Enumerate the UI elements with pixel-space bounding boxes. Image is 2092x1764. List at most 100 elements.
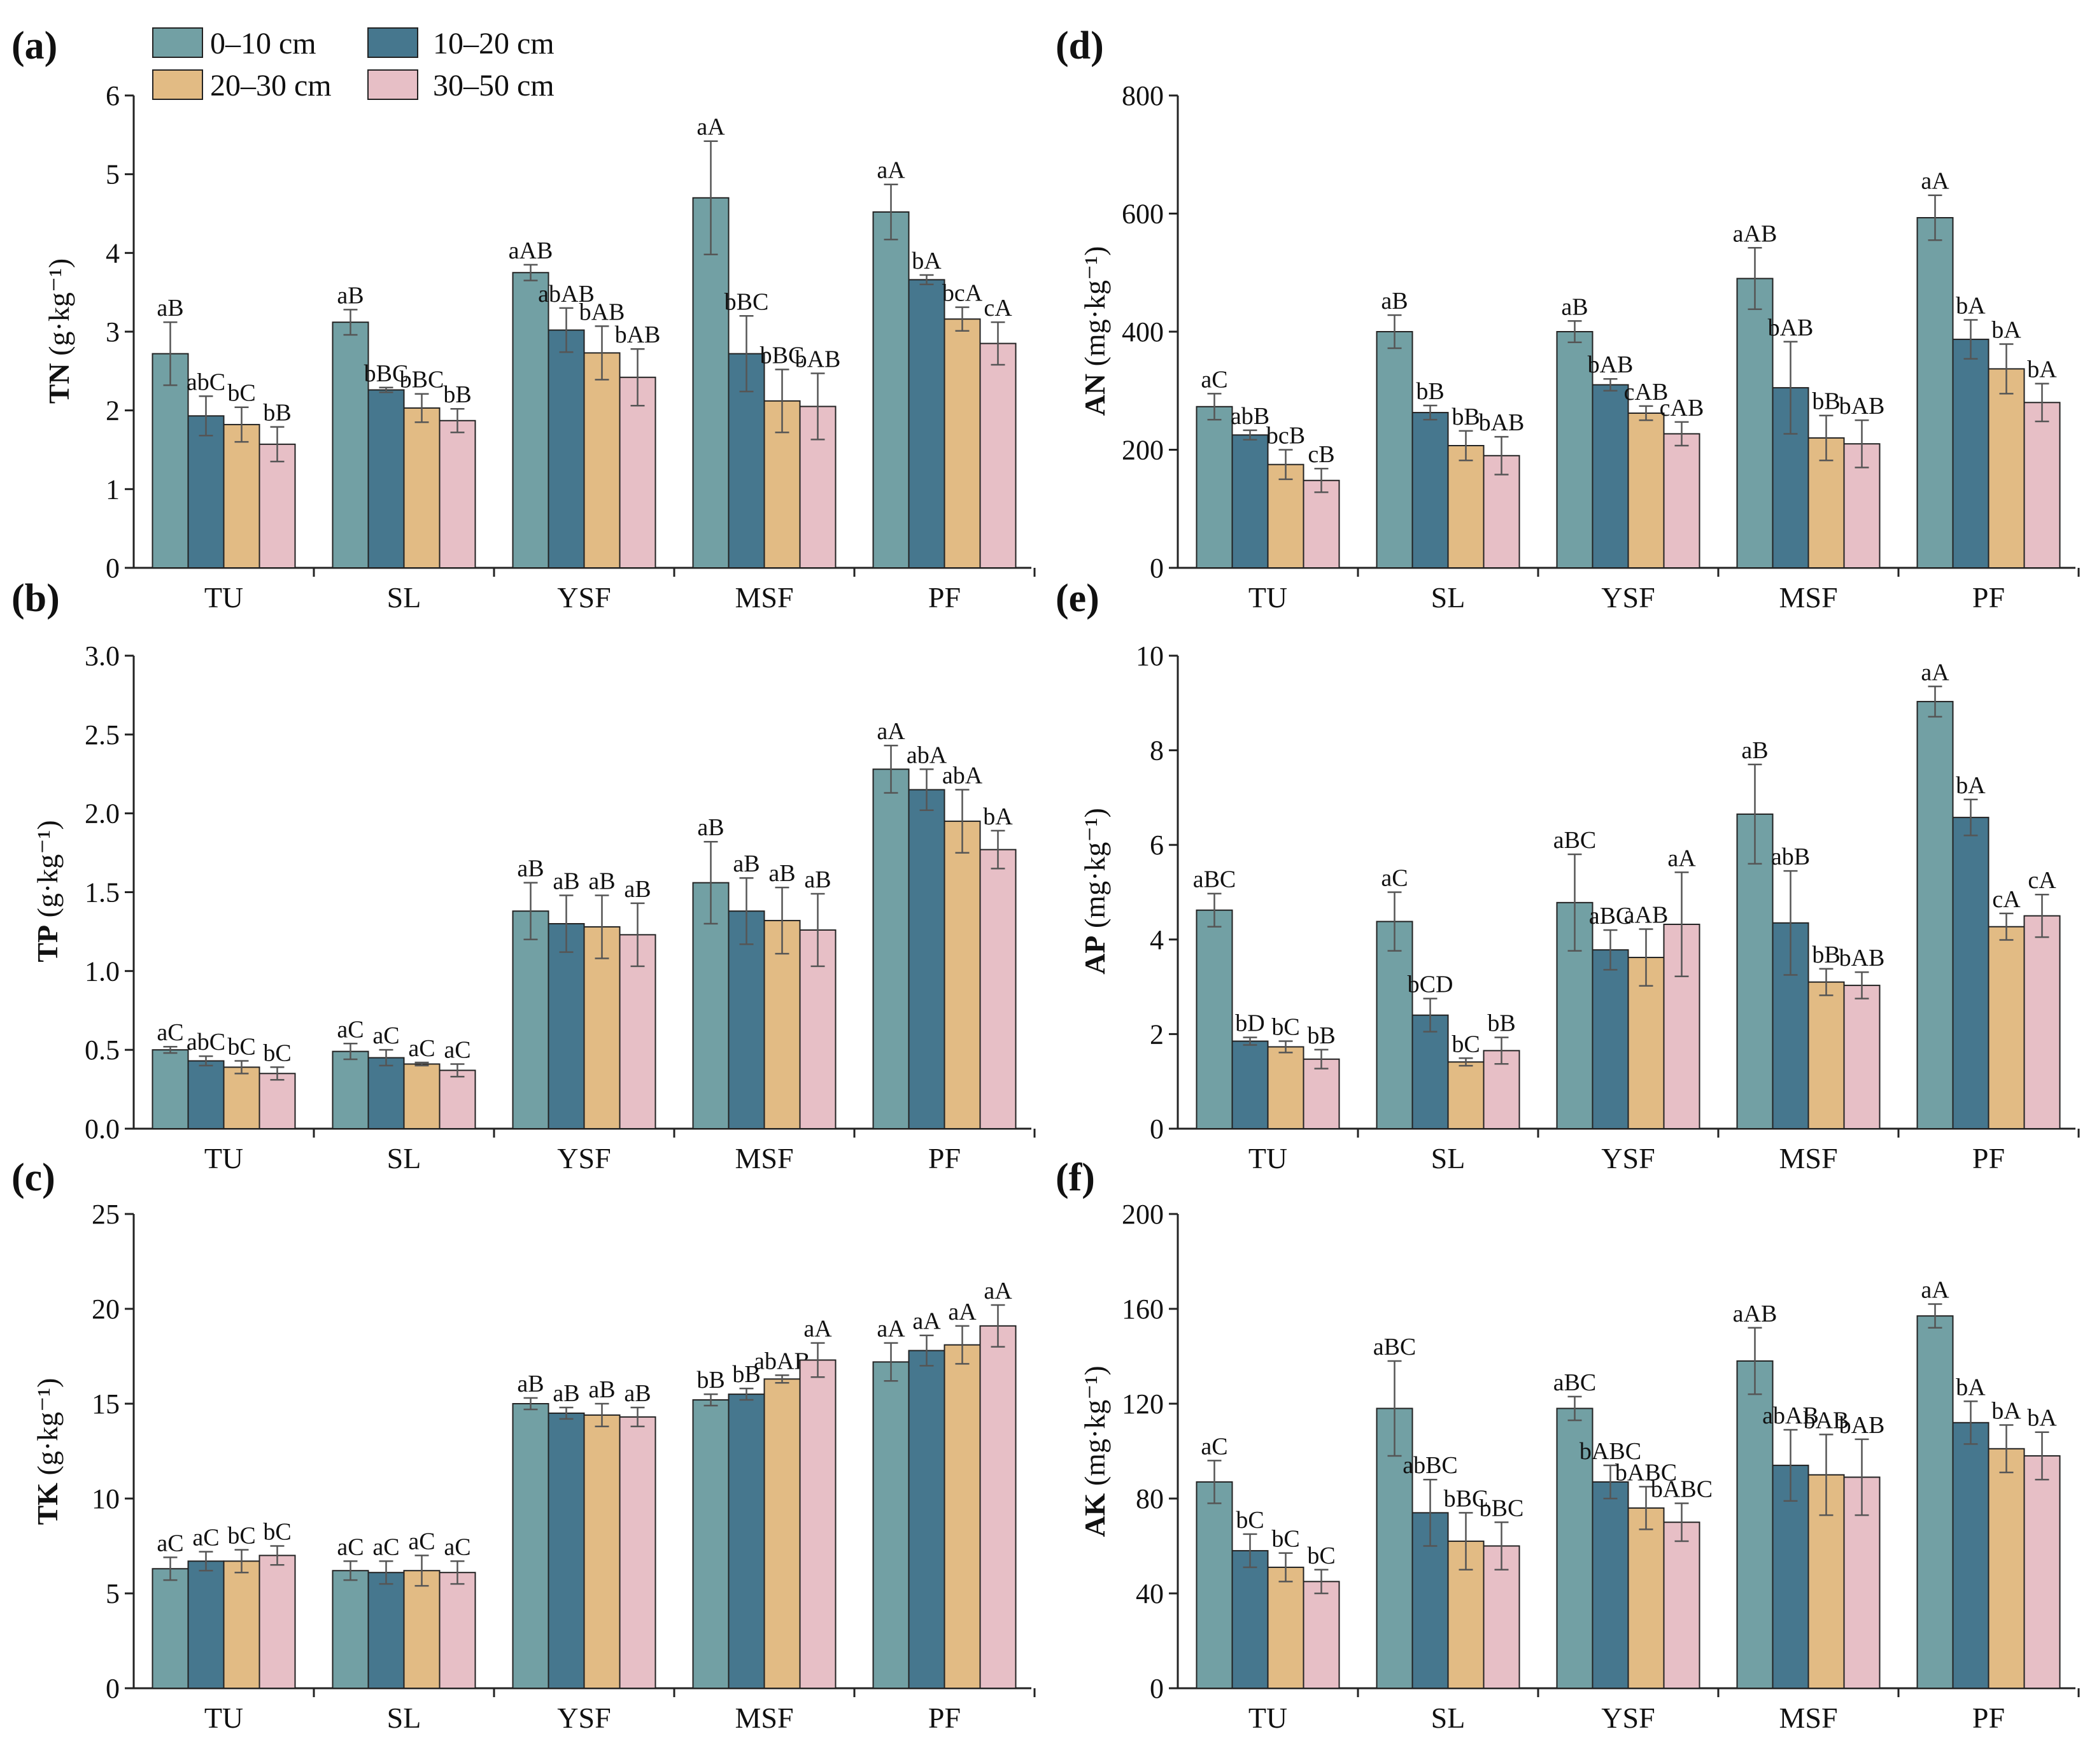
significance-label: abB — [1231, 403, 1269, 430]
significance-label: bABC — [1651, 1476, 1713, 1502]
bar-pf-30-50-cm — [979, 849, 1017, 1129]
y-tick-label: 4 — [1150, 924, 1164, 956]
significance-label: aC — [372, 1022, 399, 1049]
significance-label: abB — [1771, 843, 1810, 870]
x-tick-label-pf: PF — [1972, 581, 2005, 614]
bar-tu-30-50-cm — [1303, 479, 1340, 568]
significance-label: bB — [1452, 404, 1480, 430]
y-tick-label: 200 — [1122, 435, 1164, 466]
significance-label: aC — [337, 1016, 364, 1043]
significance-label: bC — [1307, 1542, 1335, 1569]
bar-pf-30-50-cm — [979, 342, 1017, 568]
legend-item-30-50[interactable]: 30–50 cm — [367, 69, 555, 102]
y-tick-label: 0 — [1150, 1113, 1164, 1145]
bar-sl-10-20-cm — [367, 1057, 405, 1130]
significance-label: aA — [877, 718, 905, 745]
x-tick-label-ysf: YSF — [1601, 1142, 1655, 1175]
y-tick-label: 400 — [1122, 316, 1164, 348]
significance-label: bC — [1271, 1526, 1299, 1553]
bar-pf-20-30-cm — [944, 318, 981, 568]
bar-tu-30-50-cm — [1303, 1058, 1340, 1130]
bar-tu-0-10-cm — [1196, 406, 1233, 568]
bar-pf-10-20-cm — [1952, 339, 1990, 568]
significance-label: aC — [1201, 1433, 1227, 1460]
significance-label: bA — [912, 248, 942, 274]
bar-msf-10-20-cm — [728, 910, 765, 1129]
y-tick-label: 10 — [92, 1483, 120, 1514]
significance-label: aA — [1667, 845, 1696, 871]
y-tick-label: 2.5 — [85, 719, 120, 751]
x-tick-label-ysf: YSF — [557, 581, 611, 614]
bar-sl-20-30-cm — [403, 407, 441, 568]
bar-pf-10-20-cm — [908, 279, 945, 568]
significance-label: cAB — [1624, 379, 1669, 406]
bar-pf-0-10-cm — [872, 211, 910, 568]
bar-ysf-20-30-cm — [1627, 1507, 1665, 1689]
x-tick-label-sl: SL — [387, 1142, 421, 1175]
significance-label: aC — [192, 1524, 219, 1551]
bar-sl-10-20-cm — [367, 1572, 405, 1689]
x-tick-label-msf: MSF — [735, 1142, 793, 1175]
bar-ysf-30-50-cm — [1663, 1521, 1700, 1689]
bar-msf-30-50-cm — [1843, 984, 1881, 1129]
significance-label: cA — [2028, 867, 2056, 894]
significance-label: bC — [263, 1040, 291, 1066]
significance-label: aC — [157, 1530, 183, 1556]
panel-b: (b) TP (g·kg⁻¹) 0.00.51.01.52.02.53.0aC a… — [11, 577, 1036, 1175]
panel-label-f: (f) — [1056, 1156, 1095, 1199]
x-tick-label-pf: PF — [928, 1142, 961, 1175]
legend-swatch-30-50 — [367, 69, 418, 100]
bar-msf-20-30-cm — [1807, 981, 1845, 1130]
x-tick-label-sl: SL — [387, 581, 421, 614]
y-tick-label: 0 — [106, 1673, 120, 1704]
significance-label: aC — [408, 1528, 435, 1555]
legend-item-20-30[interactable]: 20–30 cm — [152, 69, 332, 102]
significance-label: bB — [1416, 378, 1444, 405]
significance-label: bAB — [579, 299, 625, 325]
significance-label: aA — [948, 1299, 977, 1325]
significance-label: aA — [1921, 1277, 1949, 1304]
bar-pf-30-50-cm — [2023, 402, 2061, 568]
panel-f: (f) AK (mg·kg⁻¹) 0 40 80 120 160 200 aC bC bC bC T… — [1056, 1156, 2080, 1734]
y-tick-label: 0.0 — [85, 1113, 120, 1145]
bar-tu-30-50-cm — [258, 443, 296, 568]
significance-label: aC — [372, 1534, 399, 1560]
bar-tu-20-30-cm — [223, 1560, 260, 1690]
bar-tu-10-20-cm — [1231, 434, 1269, 568]
y-axis-label-c: TK (g·kg⁻¹) — [31, 1378, 64, 1525]
x-tick-label-pf: PF — [1972, 1702, 2005, 1734]
y-tick-label: 80 — [1136, 1483, 1164, 1514]
bar-sl-0-10-cm — [332, 321, 369, 568]
panel-label-d: (d) — [1056, 24, 1104, 67]
x-tick-label-tu: TU — [204, 1702, 243, 1734]
significance-label: aBC — [1553, 827, 1597, 854]
y-tick-label: 2 — [1150, 1019, 1164, 1050]
bar-sl-20-30-cm — [1447, 445, 1485, 568]
significance-label: cA — [984, 295, 1012, 321]
y-tick-label: 25 — [92, 1199, 120, 1230]
significance-label: aBC — [1373, 1334, 1417, 1360]
significance-label: bBC — [400, 367, 444, 393]
x-tick-label-pf: PF — [928, 1702, 961, 1734]
bar-msf-0-10-cm — [692, 1399, 730, 1690]
y-tick-label: 1.0 — [85, 956, 120, 987]
significance-label: bCD — [1408, 971, 1453, 998]
bar-msf-20-30-cm — [763, 1378, 801, 1689]
x-tick-label-tu: TU — [204, 581, 243, 614]
x-tick-label-sl: SL — [1431, 581, 1466, 614]
significance-label: bC — [227, 380, 255, 407]
bar-ysf-0-10-cm — [512, 910, 549, 1129]
bar-pf-0-10-cm — [872, 768, 910, 1129]
bar-pf-20-30-cm — [1988, 368, 2025, 568]
legend-item-0-10[interactable]: 0–10 cm — [152, 27, 316, 60]
bar-msf-20-30-cm — [763, 920, 801, 1129]
x-tick-label-msf: MSF — [1779, 1142, 1837, 1175]
significance-label: abC — [187, 369, 225, 395]
legend-item-10-20[interactable]: 10–20 cm — [367, 27, 555, 60]
bar-tu-10-20-cm — [1231, 1549, 1269, 1689]
significance-label: aA — [984, 1278, 1012, 1304]
significance-label: aB — [624, 1380, 651, 1407]
bar-ysf-10-20-cm — [548, 1412, 585, 1689]
panel-label-b: (b) — [11, 577, 60, 620]
